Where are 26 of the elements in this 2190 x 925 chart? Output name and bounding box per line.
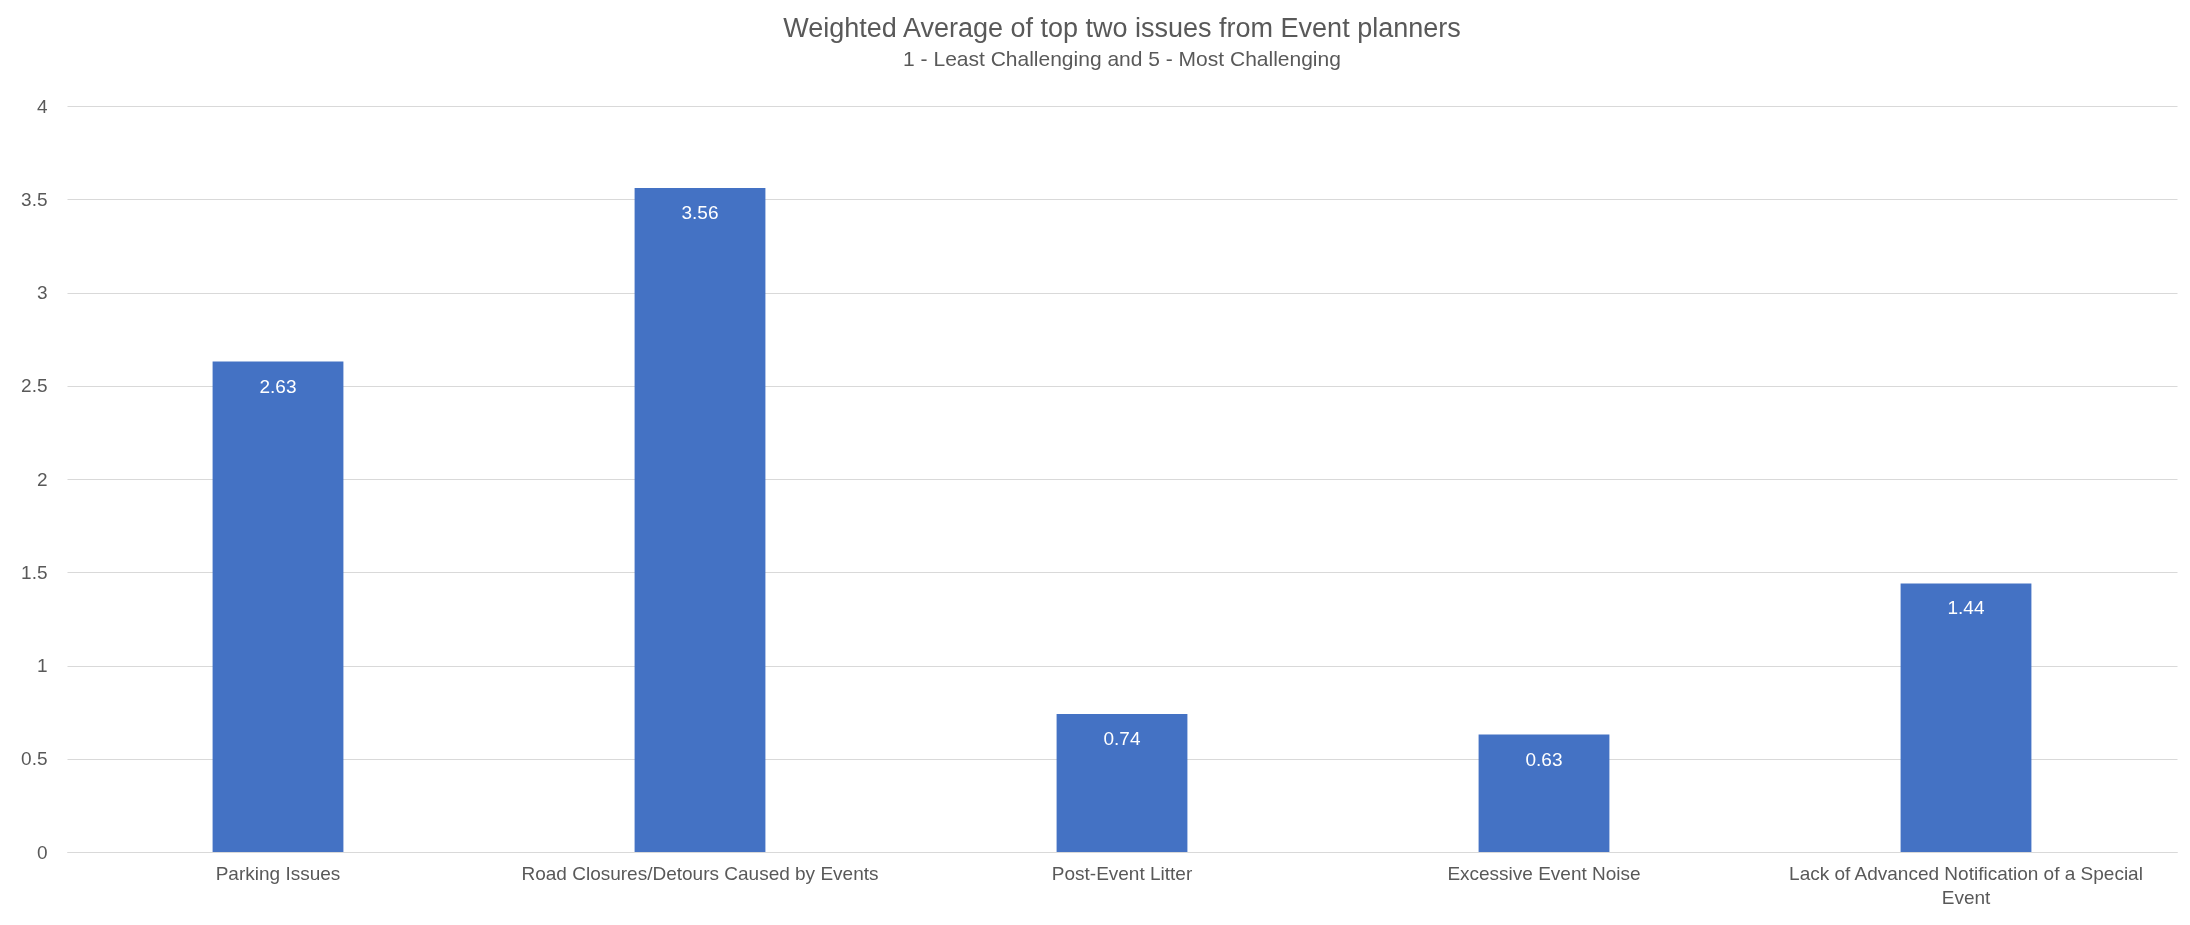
data-label: 0.63 — [1525, 748, 1563, 770]
y-tick-label: 3.5 — [21, 188, 48, 210]
chart-subtitle: 1 - Least Challenging and 5 - Most Challenging — [903, 47, 1341, 70]
y-tick-label: 1.5 — [21, 561, 48, 583]
y-tick-label: 3 — [36, 282, 48, 303]
y-tick-label: 4 — [36, 95, 48, 117]
bar — [1478, 734, 1610, 852]
bar — [212, 361, 344, 852]
data-label: 2.63 — [259, 375, 297, 397]
x-tick-label: Parking Issues — [215, 862, 341, 884]
data-label: 0.74 — [1103, 727, 1141, 749]
bar — [1900, 583, 2032, 852]
y-tick-label: 1 — [36, 655, 48, 676]
y-tick-label: 0 — [36, 841, 48, 863]
data-label: 1.44 — [1947, 597, 1985, 619]
chart-title: Weighted Average of top two issues from Event planners — [783, 13, 1461, 43]
x-tick-label: Lack of Advanced Notification of a Special Event — [1789, 862, 2143, 908]
x-tick-label: Road Closures/Detours Caused by Events — [521, 862, 879, 884]
x-tick-label: Post-Event Litter — [1051, 862, 1193, 884]
y-tick-label: 2.5 — [21, 375, 48, 397]
bar — [1056, 713, 1188, 852]
x-tick-label: Excessive Event Noise — [1447, 862, 1641, 884]
y-tick-label: 0.5 — [21, 748, 48, 770]
bar — [634, 188, 766, 852]
data-label: 3.56 — [681, 202, 719, 224]
y-tick-label: 2 — [36, 468, 48, 490]
